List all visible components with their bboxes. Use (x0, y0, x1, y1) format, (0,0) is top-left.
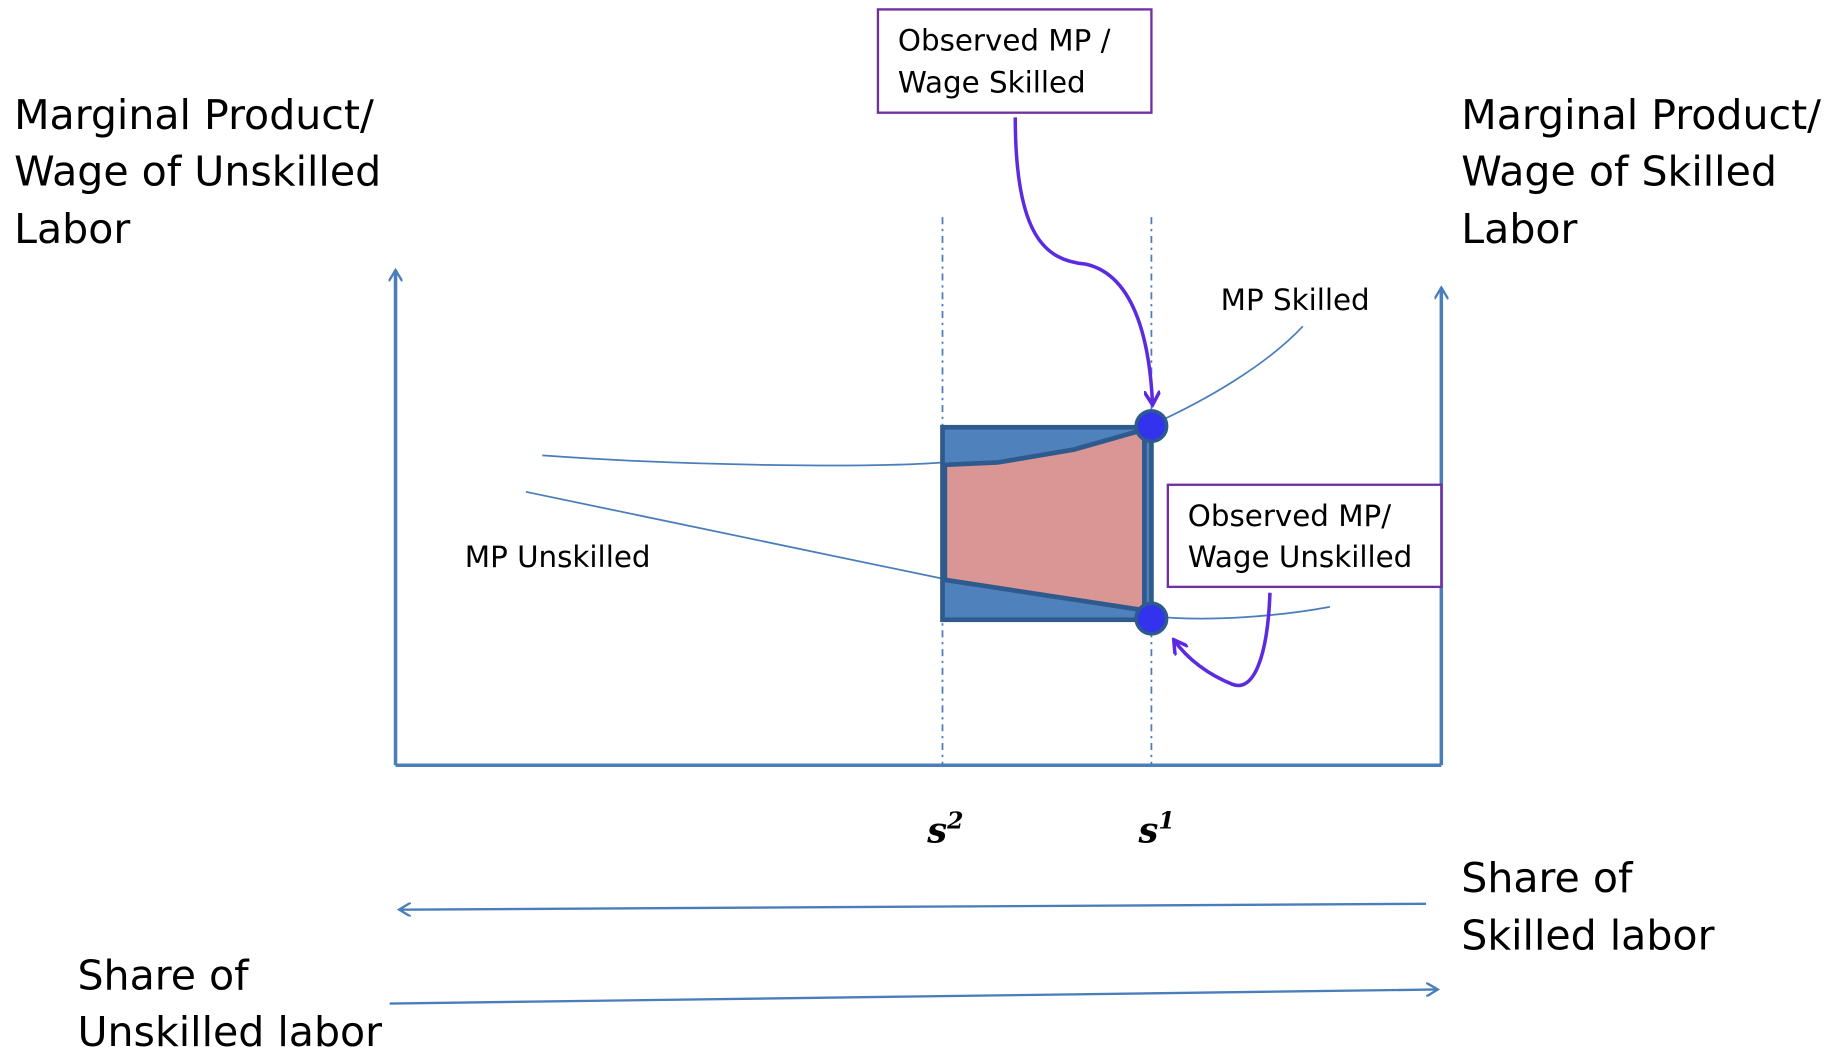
curve-label: MP Unskilled (465, 540, 651, 574)
label-line: Share of (77, 951, 250, 999)
right-axis-label: Marginal Product/ Wage of Skilled Labor (1461, 91, 1831, 253)
dashed-guides (941, 217, 1153, 766)
point-skilled (1134, 409, 1169, 444)
label-line: Skilled labor (1461, 912, 1714, 960)
label-line: Labor (14, 205, 130, 253)
label-line: Share of (1461, 854, 1634, 902)
label-line: Marginal Product/ (1461, 91, 1821, 139)
left-axis-label: Marginal Product/ Wage of Unskilled Labo… (14, 91, 394, 253)
label-line: Unskilled labor (77, 1008, 382, 1047)
callout-arrow (1013, 117, 1152, 405)
marker-s2: s2 (926, 807, 963, 852)
curves (525, 325, 1330, 620)
share-unskilled-label: Share of Unskilled labor (77, 951, 382, 1047)
callout-text: Observed MP/ Wage Unskilled (1188, 499, 1413, 574)
share-arrow (399, 904, 1427, 910)
share-skilled-label: Share of Skilled labor (1461, 854, 1714, 960)
marker-s1: s1 (1138, 807, 1175, 852)
point-unskilled (1134, 601, 1169, 636)
label-line: Observed MP / (898, 23, 1111, 57)
marker-base: s (926, 811, 947, 852)
callout-box (1166, 483, 1443, 589)
callout-box (876, 8, 1153, 114)
curve-label: MP Skilled (1221, 283, 1370, 317)
label-line: Wage of Unskilled (14, 147, 381, 195)
marker-base: s (1138, 811, 1159, 852)
label-line: Wage of Skilled (1461, 147, 1777, 195)
callout-text: Observed MP / Wage Skilled (898, 23, 1120, 99)
label-line: Observed MP/ (1188, 499, 1391, 533)
label-line: Marginal Product/ (14, 91, 374, 139)
share-arrow (389, 989, 1438, 1005)
callout-arrow (1174, 592, 1272, 688)
label-line: Labor (1461, 205, 1577, 253)
marker-sup: 2 (946, 807, 963, 835)
label-line: Wage Skilled (898, 66, 1086, 100)
marker-sup: 1 (1158, 807, 1174, 835)
label-line: Wage Unskilled (1188, 540, 1413, 574)
